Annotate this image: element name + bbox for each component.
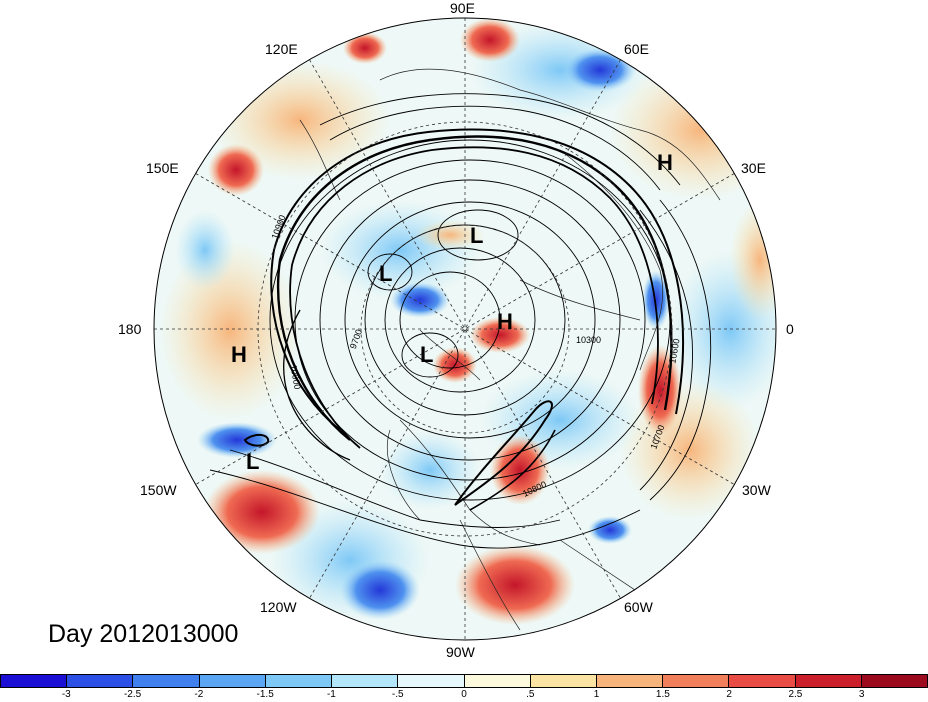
- colorbar-tick-label: 0: [461, 689, 467, 700]
- low-pressure-label: L: [246, 449, 260, 474]
- colorbar-tick-label: -.5: [391, 689, 404, 700]
- colorbar-segment: [861, 675, 928, 687]
- colorbar-segment: [663, 675, 730, 687]
- contour-label: 10300: [576, 335, 602, 345]
- high-pressure-label: H: [657, 150, 673, 175]
- colorbar-segment: [464, 675, 531, 687]
- anomaly-field: [154, 18, 776, 640]
- colorbar-segment: [67, 675, 134, 687]
- lon-label-60e: 60E: [624, 41, 649, 57]
- colorbar-tick-label: 2.5: [788, 689, 803, 700]
- colorbar-tick-label: -3: [61, 689, 71, 700]
- lon-label-60w: 60W: [624, 599, 653, 615]
- lon-label-90e: 90E: [450, 0, 475, 16]
- lon-label-30e: 30E: [741, 160, 766, 176]
- colorbar-segment: [133, 675, 200, 687]
- lon-label-30w: 30W: [742, 482, 771, 498]
- colorbar-tick-label: -2: [194, 689, 204, 700]
- colorbar-tick-label: -2.5: [123, 689, 142, 700]
- colorbar-segment: [332, 675, 399, 687]
- colorbar-segment: [199, 675, 266, 687]
- colorbar-segment: [596, 675, 664, 687]
- colorbar-tick-label: 1.5: [655, 689, 670, 700]
- colorbar-tick-label: 3: [858, 689, 865, 700]
- high-pressure-label: H: [497, 309, 513, 334]
- colorbar-segment: [729, 675, 796, 687]
- colorbar-segment: [265, 675, 333, 687]
- colorbar-segment: [795, 675, 862, 687]
- lon-label-90w: 90W: [446, 644, 475, 660]
- colorbar-segment: [530, 675, 597, 687]
- height-contours: [209, 93, 712, 549]
- lon-label-0: 0: [786, 321, 794, 337]
- colorbar-tick-label: .5: [526, 689, 535, 700]
- lon-label-120w: 120W: [260, 599, 297, 615]
- colorbar-tick-label: 1: [593, 689, 600, 700]
- colorbar: [0, 674, 928, 688]
- lon-label-150w: 150W: [140, 482, 177, 498]
- date-title: Day 2012013000: [48, 620, 239, 648]
- low-pressure-label: L: [470, 223, 484, 248]
- graticule: [154, 18, 776, 640]
- colorbar-tick-label: -1.5: [256, 689, 274, 700]
- colorbar-segment: [1, 675, 68, 687]
- low-pressure-label: L: [379, 261, 393, 286]
- low-pressure-label: L: [420, 342, 434, 367]
- lon-label-180: 180: [118, 321, 142, 337]
- high-pressure-label: H: [231, 342, 247, 367]
- map-boundary: [153, 17, 777, 641]
- colorbar-tick-label: -1: [326, 689, 336, 700]
- colorbar-segment: [398, 675, 465, 687]
- lon-label-120e: 120E: [265, 41, 298, 57]
- colorbar-tick-label: 2: [726, 689, 732, 700]
- lon-label-150e: 150E: [146, 160, 179, 176]
